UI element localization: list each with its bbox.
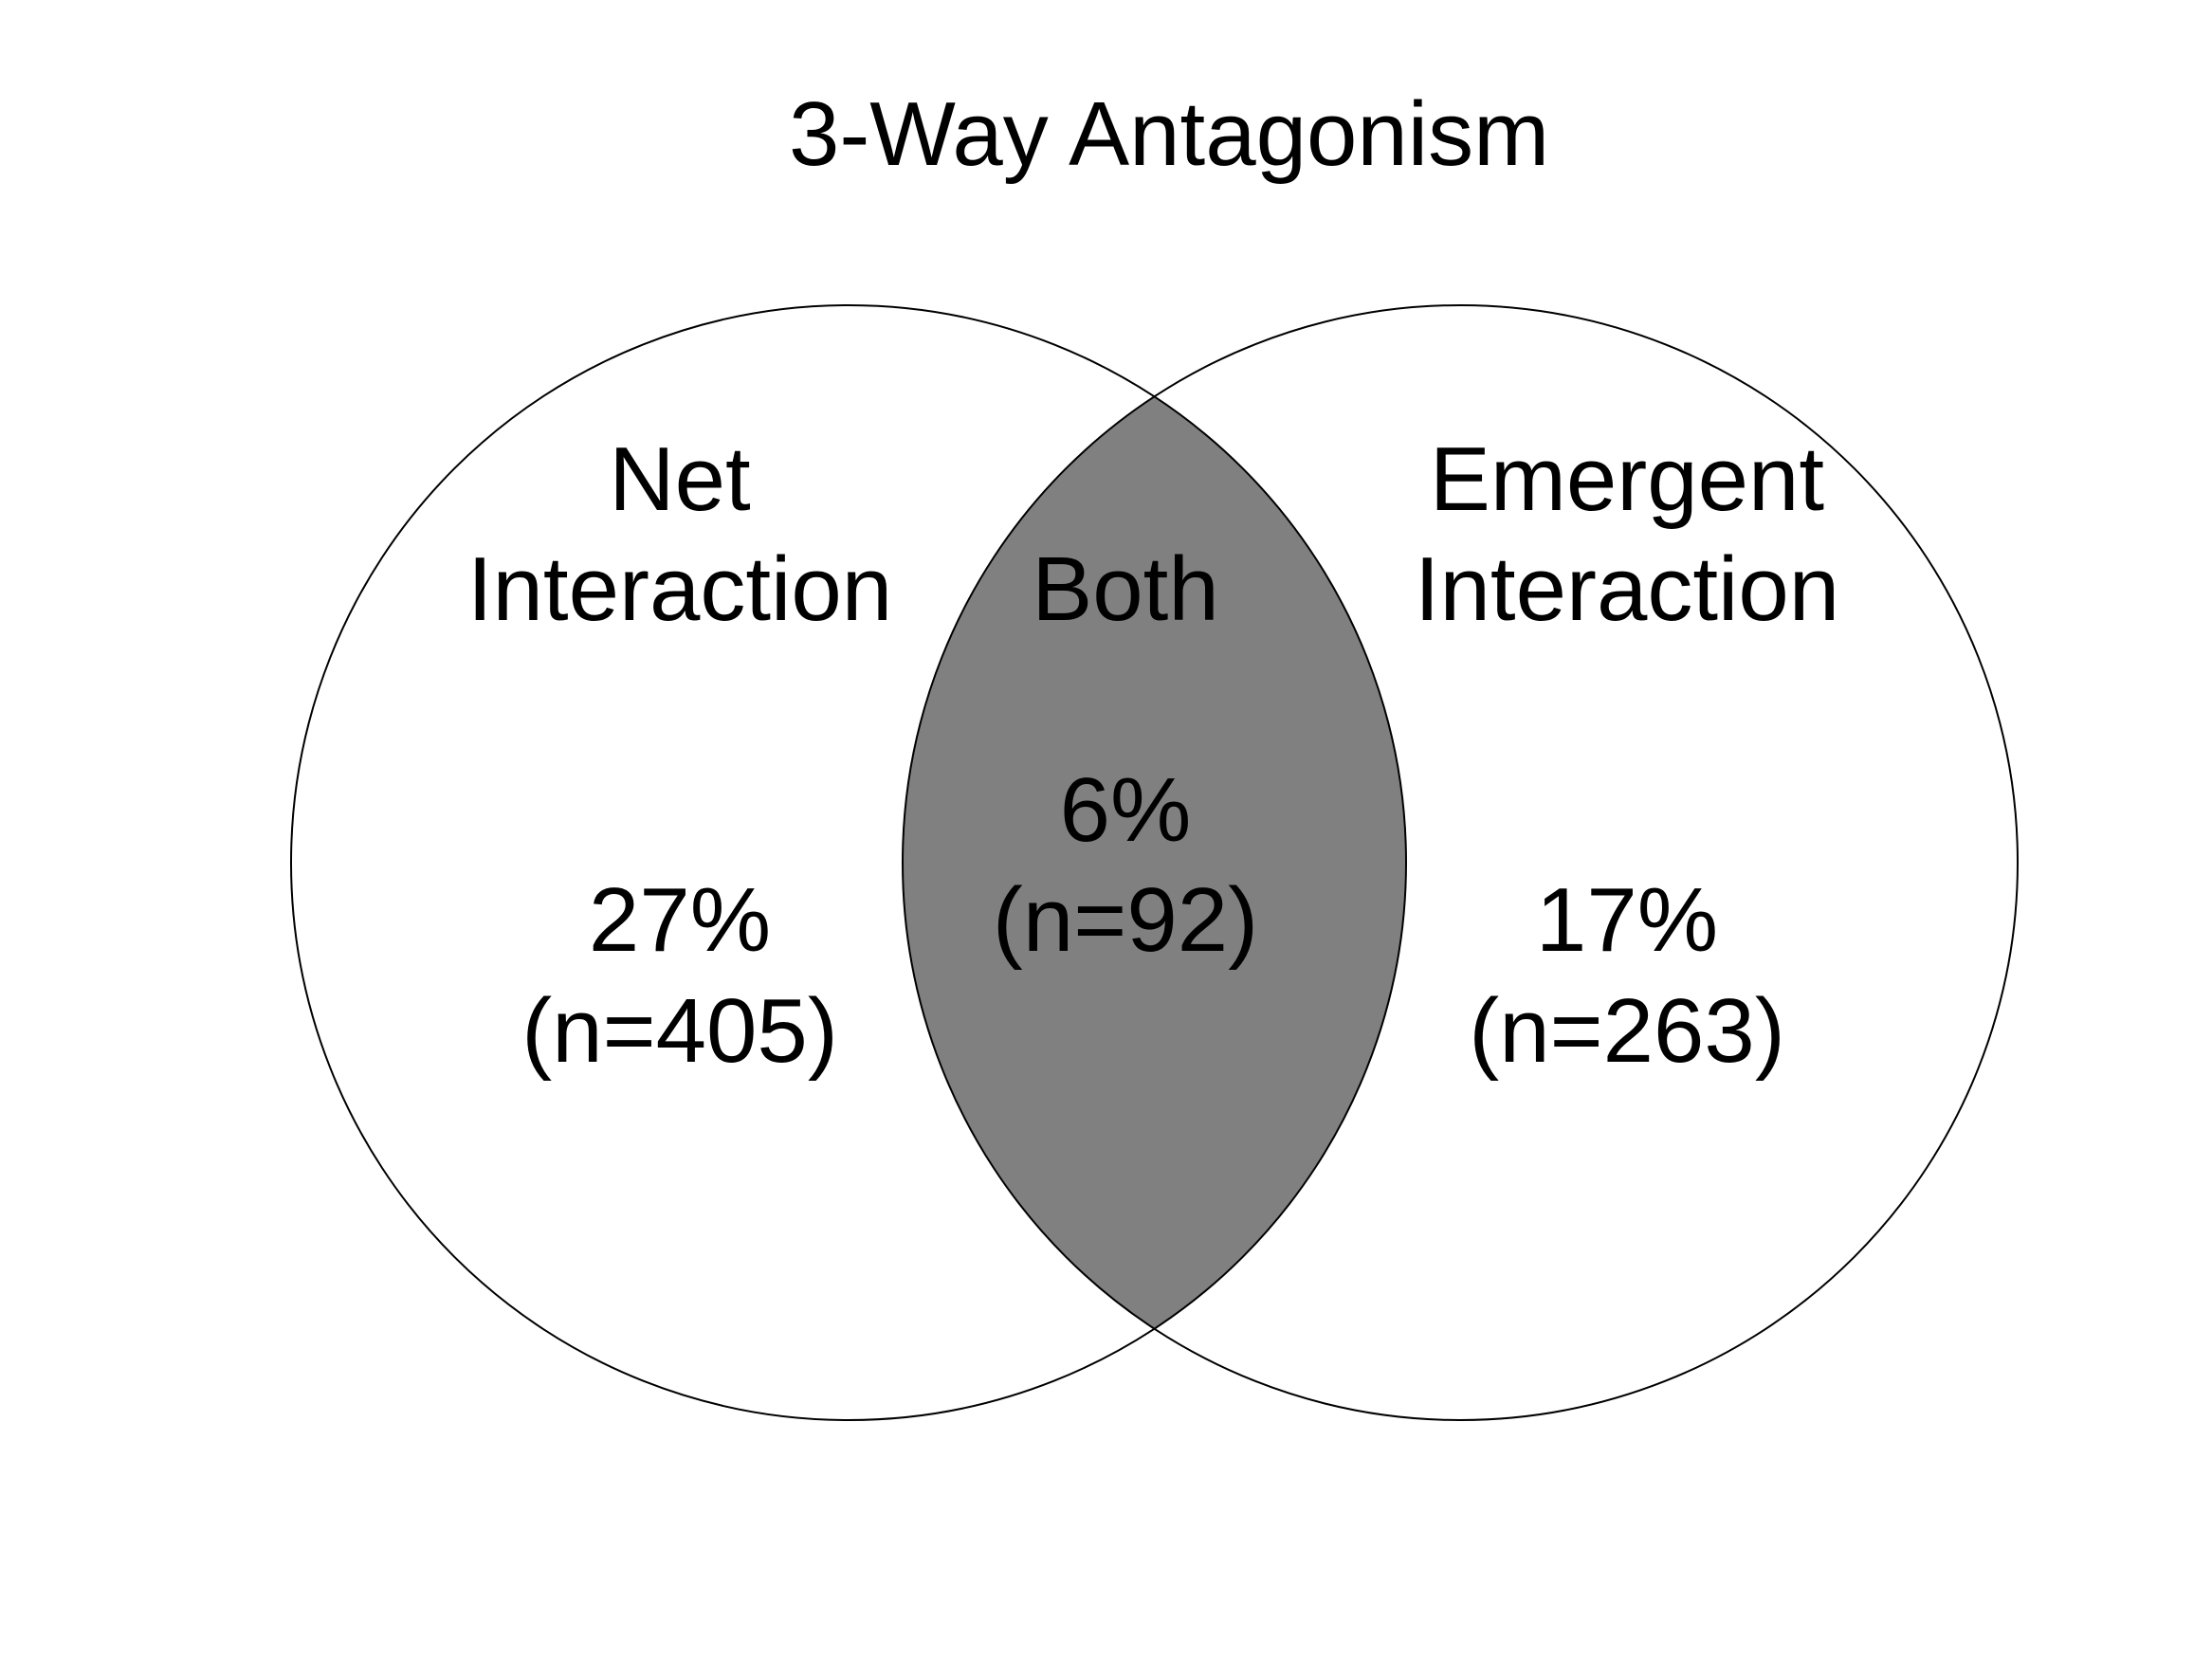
right-set-label-line1: Emergent bbox=[1430, 428, 1824, 530]
overlap-percent: 6% bbox=[1060, 759, 1192, 861]
left-set-percent: 27% bbox=[589, 869, 771, 971]
left-set-count: (n=405) bbox=[521, 980, 838, 1082]
left-set-label-line1: Net bbox=[609, 428, 750, 530]
left-set-label-line2: Interaction bbox=[467, 538, 892, 640]
right-set-count: (n=263) bbox=[1469, 980, 1785, 1082]
right-circle bbox=[902, 304, 2019, 1421]
right-set-percent: 17% bbox=[1536, 869, 1718, 971]
overlap-region bbox=[903, 305, 1406, 1420]
overlap-count: (n=92) bbox=[993, 869, 1258, 971]
left-circle bbox=[290, 304, 1407, 1421]
overlap-label: Both bbox=[1032, 538, 1218, 640]
diagram-title: 3-Way Antagonism bbox=[789, 83, 1549, 185]
right-set-label-line2: Interaction bbox=[1415, 538, 1839, 640]
